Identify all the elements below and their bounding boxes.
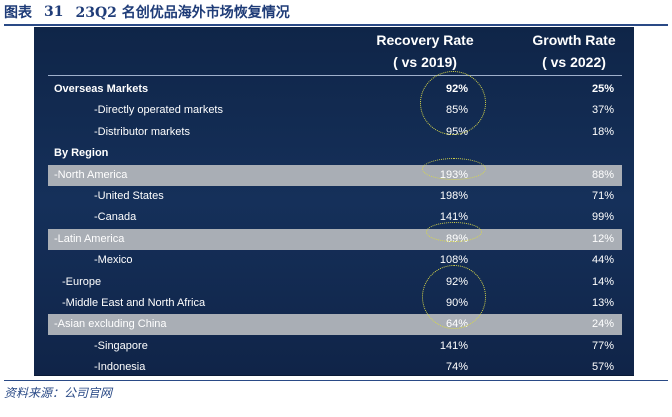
growth-rate-value: 71% [591,190,614,202]
recovery-rate-header-line1: Recovery Rate [376,32,474,48]
row-label: -North America [54,168,128,181]
recovery-rate-value: 95% [445,125,468,138]
growth-rate-value: 12% [591,232,614,245]
figure-title: 图表 31 23Q2 名创优品海外市场恢复情况 [4,2,290,22]
recovery-rate-value: 89% [445,232,468,245]
growth-rate-header-line2: ( vs 2022) [542,54,606,70]
row-label: -Europe [62,275,102,288]
row-label: -Asian excluding China [54,318,167,331]
row-label: -Indonesia [94,361,146,374]
figure-number: 31 [44,4,64,20]
table-row: -Directly operated markets 85% 37% [48,100,622,121]
recovery-rate-value: 92% [445,83,468,95]
growth-rate-header-line1: Growth Rate [532,32,616,48]
row-label: -Singapore [94,339,148,352]
growth-rate-value: 88% [591,168,614,181]
source-note: 资料来源：公司官网 [4,386,113,400]
table-row: -Middle East and North Africa 90% 13% [48,293,622,314]
row-label: Overseas Markets [54,83,149,95]
recovery-rate-value: 85% [445,104,468,117]
data-table-panel: Recovery Rate ( vs 2019) Growth Rate ( v… [34,27,634,376]
growth-rate-value: 25% [591,83,614,95]
growth-rate-header: Growth Rate ( vs 2022) [514,29,634,73]
recovery-rate-value: 198% [439,190,468,202]
figure-label: 图表 [4,5,32,21]
table-row: -Latin America 89% 12% [48,228,622,250]
recovery-rate-value: 90% [445,297,468,309]
table-row: -United States 198% 71% [48,186,622,207]
row-label: By Region [54,147,109,160]
row-label: -Directly operated markets [94,104,223,117]
recovery-rate-value: 74% [445,361,468,374]
table-row: -Canada 141% 99% [48,207,622,228]
figure-title-text: 23Q2 名创优品海外市场恢复情况 [75,5,290,21]
table-row: By Region [48,143,622,164]
table-row: -Indonesia 74% 57% [48,357,622,378]
recovery-rate-header-line2: ( vs 2019) [393,54,457,70]
header-divider [48,75,622,76]
growth-rate-value: 24% [591,318,614,331]
row-label: -Latin America [54,232,125,245]
recovery-rate-header: Recovery Rate ( vs 2019) [360,29,490,73]
table-row: -Asian excluding China 64% 24% [48,314,622,336]
recovery-rate-value: 193% [439,168,468,181]
recovery-rate-value: 108% [439,254,468,267]
recovery-rate-value: 141% [439,211,468,224]
row-label: -Mexico [94,254,133,267]
growth-rate-value: 44% [591,254,614,267]
recovery-rate-value: 141% [439,339,468,352]
recovery-rate-value: 92% [445,275,468,288]
growth-rate-value: 77% [591,339,614,352]
recovery-rate-value: 64% [445,318,468,331]
title-rule [4,24,668,26]
source-rule [4,380,668,381]
table-row: -Europe 92% 14% [48,272,622,293]
table-row: -Distributor markets 95% 18% [48,122,622,143]
table-row: -Singapore 141% 77% [48,336,622,357]
growth-rate-value: 57% [591,361,614,374]
row-label: -Canada [94,211,137,224]
table-row: -North America 193% 88% [48,164,622,186]
growth-rate-value: 99% [591,211,614,224]
growth-rate-value: 14% [591,275,614,288]
growth-rate-value: 37% [591,104,614,117]
table-row: Overseas Markets 92% 25% [48,79,622,100]
growth-rate-value: 13% [591,297,614,309]
growth-rate-value: 18% [591,125,614,138]
row-label: -Middle East and North Africa [62,297,206,309]
row-label: -United States [94,190,164,202]
table-row: -Mexico 108% 44% [48,250,622,271]
row-label: -Distributor markets [94,125,190,138]
